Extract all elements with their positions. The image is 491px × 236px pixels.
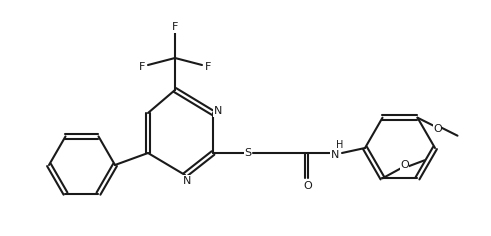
Text: F: F xyxy=(205,62,211,72)
Text: O: O xyxy=(400,160,409,170)
Text: N: N xyxy=(214,106,222,116)
Text: F: F xyxy=(139,62,145,72)
Text: S: S xyxy=(245,148,251,158)
Text: F: F xyxy=(172,22,178,32)
Text: H: H xyxy=(336,140,344,150)
Text: O: O xyxy=(433,124,442,134)
Text: N: N xyxy=(183,176,191,186)
Text: N: N xyxy=(331,150,339,160)
Text: O: O xyxy=(303,181,312,191)
